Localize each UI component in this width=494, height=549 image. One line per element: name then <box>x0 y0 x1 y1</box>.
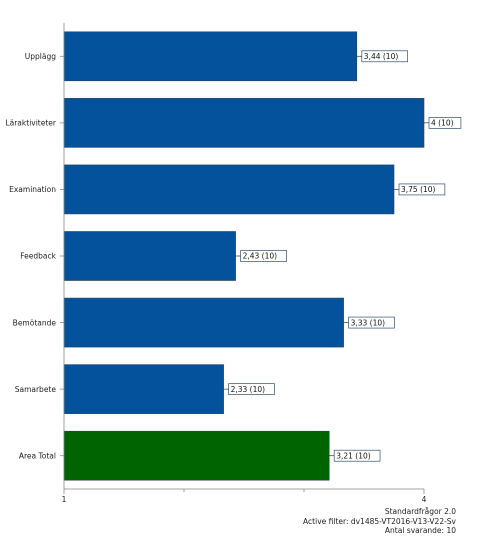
category-label-bemötande: Bemötande <box>13 318 57 327</box>
bar-examination <box>63 164 395 215</box>
category-label-feedback: Feedback <box>20 252 56 261</box>
data-label-examination: 3,75 (10) <box>401 185 436 194</box>
bar-area-total <box>63 430 330 481</box>
data-label-box <box>240 250 287 262</box>
data-label-samarbete: 2,33 (10) <box>231 385 266 394</box>
data-label-box <box>361 50 408 63</box>
footer-respondent-count: Antal svarande: 10 <box>384 526 456 535</box>
footer-survey-name: Standardfrågor 2.0 <box>384 507 456 516</box>
category-label-läraktiviteter: Läraktiviteter <box>5 119 56 128</box>
category-label-upplägg: Upplägg <box>25 52 56 61</box>
bar-upplägg <box>63 31 358 82</box>
bar-samarbete <box>63 364 224 414</box>
data-label-läraktiviteter: 4 (10) <box>431 119 454 128</box>
x-tick-label: 1 <box>62 495 67 504</box>
data-label-bemötande: 3,33 (10) <box>351 318 386 327</box>
bar-feedback <box>63 231 236 281</box>
data-label-feedback: 2,43 (10) <box>243 252 278 261</box>
category-label-area-total: Area Total <box>19 451 56 460</box>
bars-layer <box>63 31 425 481</box>
axes-layer <box>60 23 425 494</box>
data-label-box <box>348 316 395 329</box>
category-label-examination: Examination <box>9 185 56 194</box>
bar-läraktiviteter <box>63 98 425 148</box>
x-tick-label: 4 <box>422 495 427 504</box>
data-label-box <box>228 383 275 395</box>
data-label-upplägg: 3,44 (10) <box>364 52 399 61</box>
data-label-box <box>428 117 462 129</box>
data-label-area-total: 3,21 (10) <box>336 451 371 460</box>
labels-layer: Upplägg 3,44 (10) Läraktiviteter 4 (10) Exam… <box>5 50 462 504</box>
footer-active-filter: Active filter: dv1485-VT2016-V13-V22-Sv <box>303 516 456 526</box>
data-label-box <box>333 449 381 462</box>
category-label-samarbete: Samarbete <box>15 385 57 394</box>
data-label-box <box>398 183 446 196</box>
chart-footer: Standardfrågor 2.0 Active filter: dv1485… <box>303 507 456 536</box>
bar-bemötande <box>63 297 344 348</box>
